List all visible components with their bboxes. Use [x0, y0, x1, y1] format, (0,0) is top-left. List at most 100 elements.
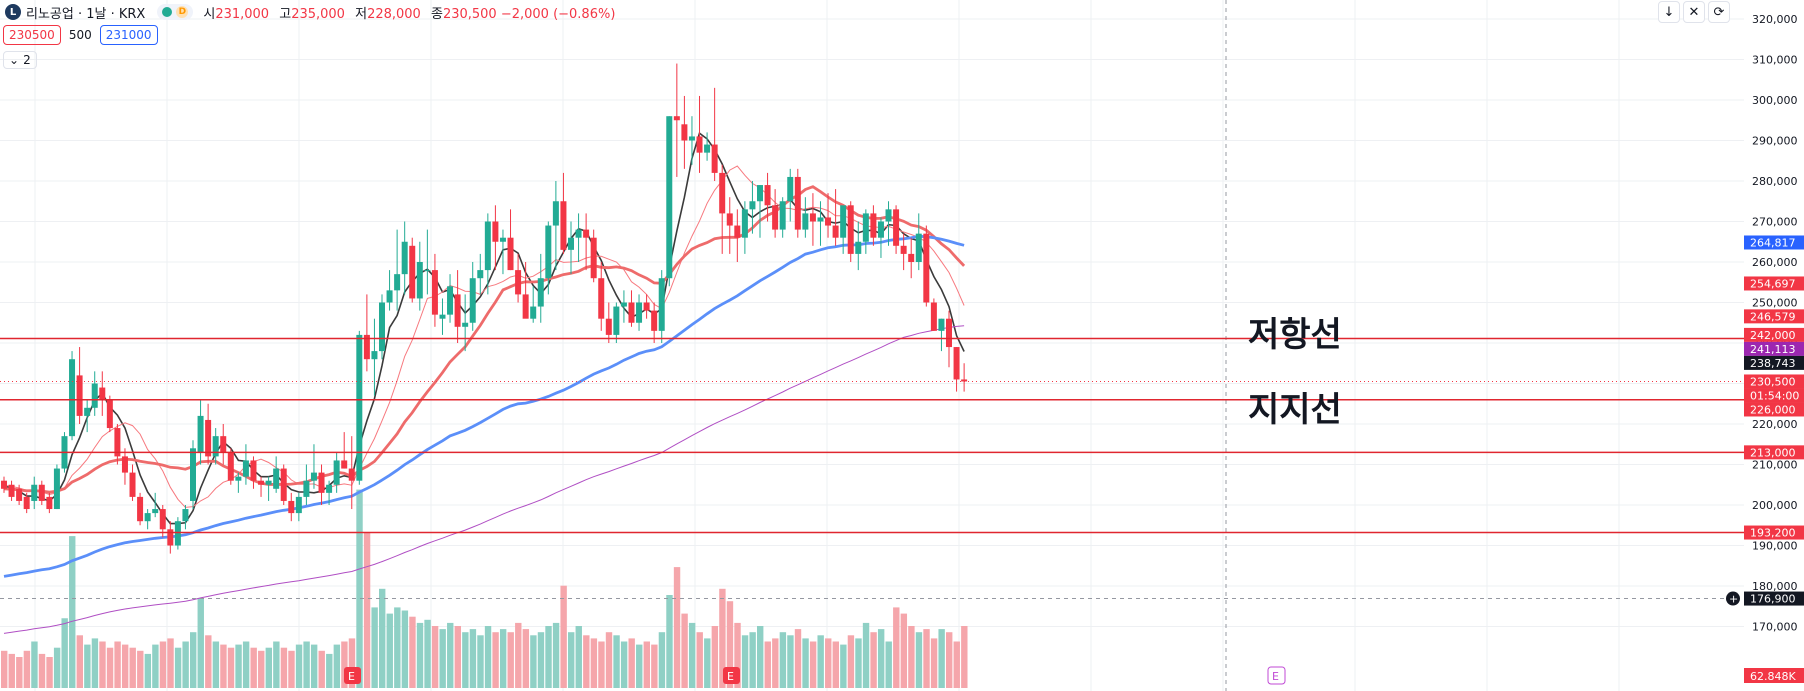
volume-bar	[817, 635, 824, 688]
volume-bar	[681, 613, 688, 688]
volume-bar	[499, 629, 507, 688]
candle-body	[583, 229, 590, 238]
candle-body	[242, 460, 249, 477]
volume-bar	[628, 638, 635, 688]
refresh-button[interactable]: ⟳	[1708, 1, 1730, 23]
price-tick-label: 280,000	[1752, 175, 1798, 188]
volume-bar	[477, 635, 484, 688]
volume-bar	[182, 641, 189, 688]
candle-body	[371, 351, 378, 360]
spread-value: 500	[68, 28, 92, 42]
price-label-bg	[1744, 591, 1804, 606]
price-tick-label: 300,000	[1752, 94, 1798, 107]
market-status[interactable]: D	[157, 4, 194, 20]
price-tick-label: 250,000	[1752, 297, 1798, 310]
candle-body	[190, 448, 196, 501]
candle-body	[847, 205, 854, 254]
candle-body	[643, 302, 650, 311]
candle-body	[53, 468, 60, 510]
candle-body	[877, 221, 884, 238]
price-label-text: 176,900	[1750, 593, 1796, 606]
price-label-bg	[1744, 525, 1804, 540]
indicator-collapse-button[interactable]: ⌄ 2	[3, 51, 37, 69]
volume-bar	[197, 598, 204, 688]
candle-body	[923, 233, 930, 303]
volume-bar	[84, 644, 91, 688]
candle-body	[515, 270, 522, 295]
download-button[interactable]: ↓	[1658, 1, 1680, 23]
candle-body	[537, 278, 544, 307]
grid-lines	[0, 0, 1744, 691]
price-label-text: 264,817	[1750, 236, 1796, 249]
price-label-bg	[1744, 445, 1804, 460]
volume-bar	[719, 588, 726, 688]
candle-body	[711, 144, 718, 173]
collapse-button[interactable]: ✕	[1683, 1, 1705, 23]
candle-body	[484, 221, 491, 271]
volume-bar	[424, 619, 431, 688]
sell-button[interactable]: 230500	[3, 25, 61, 45]
volume-bar	[772, 638, 779, 688]
volume-bar	[953, 641, 960, 688]
volume-bar	[734, 622, 741, 688]
volume-bar	[885, 641, 892, 688]
candle-body	[658, 278, 665, 331]
trade-buttons: 230500 500 231000	[3, 25, 158, 45]
candle-body	[545, 225, 552, 279]
candle-body	[303, 480, 310, 497]
earnings-marker[interactable]: E	[1267, 666, 1286, 685]
price-label-bg	[1744, 402, 1804, 417]
candle-body	[129, 472, 136, 497]
candle-body	[938, 318, 945, 331]
volume-bar	[696, 632, 703, 688]
price-label-bg	[1744, 235, 1804, 250]
symbol-title[interactable]: 리노공업 · 1날 · KRX	[26, 6, 146, 22]
candle-body	[212, 436, 219, 457]
support-label: 지지선	[1248, 390, 1342, 430]
volume-bar	[809, 641, 817, 688]
volume-bar	[908, 626, 915, 688]
candle-body	[817, 217, 824, 222]
earnings-marker[interactable]: E	[723, 667, 740, 684]
plus-icon-bg	[1726, 591, 1740, 606]
candle-body	[84, 407, 91, 416]
volume-bar	[31, 641, 38, 688]
candle-body	[930, 302, 937, 331]
volume-bar	[688, 622, 696, 688]
volume-bar	[220, 644, 227, 688]
volume-bar	[416, 622, 424, 688]
volume-bar	[363, 533, 371, 688]
price-label-bg	[1744, 355, 1804, 370]
volume-bar	[764, 641, 771, 688]
volume-bar	[53, 647, 61, 688]
candle-body	[552, 201, 559, 226]
candle-body	[673, 116, 680, 121]
ma-line-ma120	[3, 325, 965, 634]
volume-bar	[877, 629, 885, 688]
candle-body	[318, 472, 325, 493]
candle-body	[787, 176, 794, 202]
candle-body	[809, 213, 816, 222]
buy-button[interactable]: 231000	[99, 25, 158, 45]
candle-body	[620, 302, 627, 307]
earnings-icon	[344, 667, 361, 684]
earnings-marker[interactable]: E	[344, 667, 361, 684]
price-label: 176,900	[1744, 591, 1804, 606]
candle-body	[469, 278, 476, 323]
candle-body	[152, 509, 159, 514]
price-tick-label: 210,000	[1752, 459, 1798, 472]
candle-body	[341, 460, 348, 469]
volume-bar	[930, 638, 938, 688]
candle-body	[560, 201, 567, 250]
price-label-bg	[1744, 388, 1804, 403]
candle-body	[258, 480, 265, 485]
market-open-icon	[162, 7, 173, 17]
volume-bar	[779, 632, 787, 688]
add-alert-button[interactable]: +	[1726, 591, 1740, 606]
earnings-letter: E	[348, 670, 355, 683]
volume-bar	[38, 653, 46, 688]
price-label: 213,000	[1744, 445, 1804, 460]
ma-line-ma60	[3, 234, 965, 578]
volume-label-bg	[1744, 668, 1804, 683]
